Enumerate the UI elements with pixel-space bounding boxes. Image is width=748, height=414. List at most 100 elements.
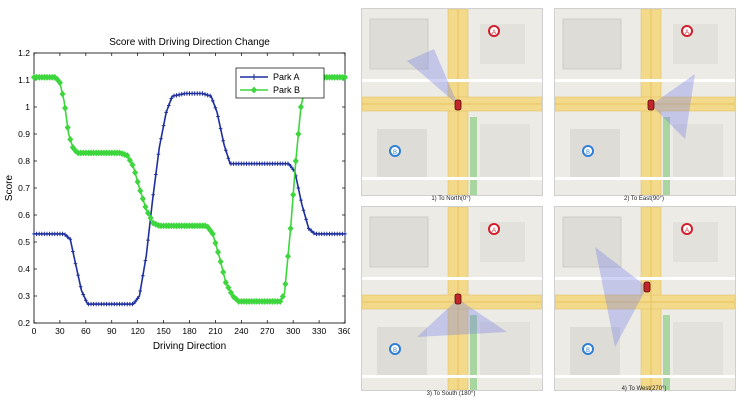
map-minor-road xyxy=(555,79,735,82)
location-pin-a-label: A xyxy=(492,228,496,234)
data-point xyxy=(135,296,140,301)
chart-title: Score with Driving Direction Change xyxy=(109,37,270,48)
data-point xyxy=(211,98,215,104)
data-point xyxy=(222,279,229,286)
score-chart: Score with Driving Direction Change Drivi… xyxy=(0,0,350,414)
data-point xyxy=(172,93,176,99)
data-point xyxy=(145,209,152,217)
data-point xyxy=(290,191,297,199)
y-tick-label: 0.2 xyxy=(18,318,30,328)
data-point xyxy=(207,226,214,234)
data-point xyxy=(59,90,66,98)
data-point xyxy=(309,228,314,234)
data-point xyxy=(166,103,171,108)
car-icon xyxy=(454,99,462,111)
location-pin-a-icon xyxy=(488,223,500,235)
y-tick-label: 1.2 xyxy=(18,48,30,58)
map-svg: AB xyxy=(555,207,735,390)
data-point xyxy=(177,92,181,97)
legend-box xyxy=(235,67,325,99)
data-point xyxy=(200,91,205,96)
map-park-strip xyxy=(470,315,477,390)
map-caption-south: 3) To South (180°) xyxy=(426,391,476,397)
data-point xyxy=(56,79,63,87)
legend-label: Park A xyxy=(273,72,300,82)
map-block xyxy=(480,124,530,179)
score-chart-svg: Score with Driving Direction Change Drivi… xyxy=(4,37,350,352)
data-point xyxy=(146,237,150,243)
location-pin-b-icon xyxy=(582,343,594,355)
map-minor-road xyxy=(555,277,735,280)
map-minor-road xyxy=(555,375,735,378)
data-point xyxy=(159,136,163,141)
data-point xyxy=(161,123,166,128)
data-point xyxy=(124,152,131,160)
data-point xyxy=(203,92,207,97)
series-park-b xyxy=(31,73,348,305)
map-block xyxy=(673,322,723,377)
location-pin-a-icon xyxy=(681,223,693,235)
map-minor-road xyxy=(555,177,735,180)
data-point xyxy=(217,258,224,266)
map-block xyxy=(480,222,525,262)
data-point xyxy=(179,92,184,97)
map-minor-road xyxy=(362,277,542,280)
x-tick-label: 60 xyxy=(81,326,91,336)
data-point xyxy=(295,130,302,138)
x-tick-label: 330 xyxy=(312,326,326,336)
data-point xyxy=(226,156,231,161)
data-point xyxy=(225,284,232,292)
map-park-strip xyxy=(663,315,670,390)
x-tick-label: 360 xyxy=(338,326,350,336)
data-point xyxy=(132,169,139,177)
map-caption-west: 4) To West(270°) xyxy=(621,386,667,392)
data-point xyxy=(68,237,73,242)
map-block xyxy=(377,327,427,377)
data-point xyxy=(301,208,306,213)
location-pin-b-icon xyxy=(582,145,594,157)
legend-label: Park B xyxy=(273,85,300,95)
data-point xyxy=(233,295,240,303)
data-point xyxy=(126,156,133,164)
map-minor-road xyxy=(362,177,542,180)
data-point xyxy=(304,217,308,222)
data-point xyxy=(137,187,144,195)
y-axis-label: Score xyxy=(4,175,15,202)
location-pin-b-label: B xyxy=(393,150,397,156)
data-point xyxy=(84,298,88,303)
data-point xyxy=(218,126,223,131)
data-point xyxy=(286,161,290,166)
map-block xyxy=(570,129,620,179)
data-point xyxy=(208,93,213,99)
map-block xyxy=(480,322,530,377)
data-point xyxy=(216,114,220,119)
data-point xyxy=(279,293,286,300)
data-point xyxy=(65,234,70,240)
data-point xyxy=(292,157,299,165)
y-tick-label: 0.7 xyxy=(18,183,30,193)
data-point xyxy=(204,223,211,231)
legend: Park A Park B xyxy=(235,67,325,99)
map-caption-east: 2) To East(90°) xyxy=(624,196,664,202)
y-tick-label: 0.6 xyxy=(18,210,30,220)
data-point xyxy=(212,239,219,247)
data-point xyxy=(221,138,225,143)
map-block xyxy=(673,24,718,64)
data-point xyxy=(133,299,137,304)
map-svg: AB xyxy=(362,9,542,195)
x-tick-label: 270 xyxy=(260,326,274,336)
map-block xyxy=(673,124,723,179)
x-axis-label: Driving Direction xyxy=(153,341,226,352)
data-point xyxy=(277,297,284,305)
map-block xyxy=(673,222,718,262)
location-pin-b-icon xyxy=(389,343,401,355)
car-icon xyxy=(454,293,462,305)
data-point xyxy=(174,93,179,98)
location-pin-b-label: B xyxy=(586,150,590,156)
data-point xyxy=(312,230,316,236)
map-block xyxy=(369,18,429,70)
data-point xyxy=(130,301,135,307)
